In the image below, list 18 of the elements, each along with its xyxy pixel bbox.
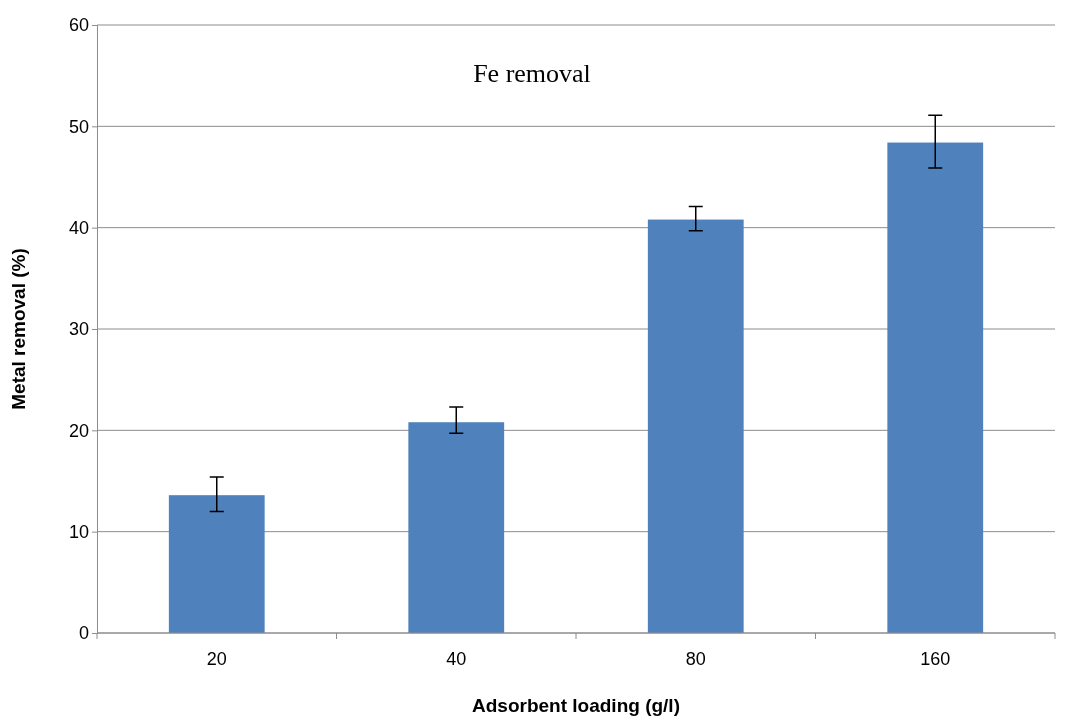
y-tick-label: 30 — [68, 319, 89, 340]
bar — [168, 495, 265, 633]
y-tick-label: 20 — [68, 420, 89, 441]
bar — [887, 142, 984, 633]
text: Fe removal — [473, 59, 591, 88]
bar — [408, 422, 505, 633]
x-tick-label: 20 — [206, 649, 227, 669]
x-tick-label: 80 — [685, 649, 706, 669]
y-tick-label: 50 — [68, 116, 89, 137]
x-axis-title: Adsorbent loading (g/l) — [472, 695, 680, 716]
y-tick-label: 60 — [68, 15, 89, 36]
x-tick-label: 160 — [920, 649, 951, 669]
y-tick-label: 10 — [68, 521, 89, 542]
x-tick-label: 40 — [446, 649, 467, 669]
y-tick-label: 0 — [78, 623, 89, 644]
y-tick-label: 40 — [68, 217, 89, 238]
bar — [647, 219, 744, 633]
y-axis-title: Metal removal (%) — [8, 248, 29, 410]
